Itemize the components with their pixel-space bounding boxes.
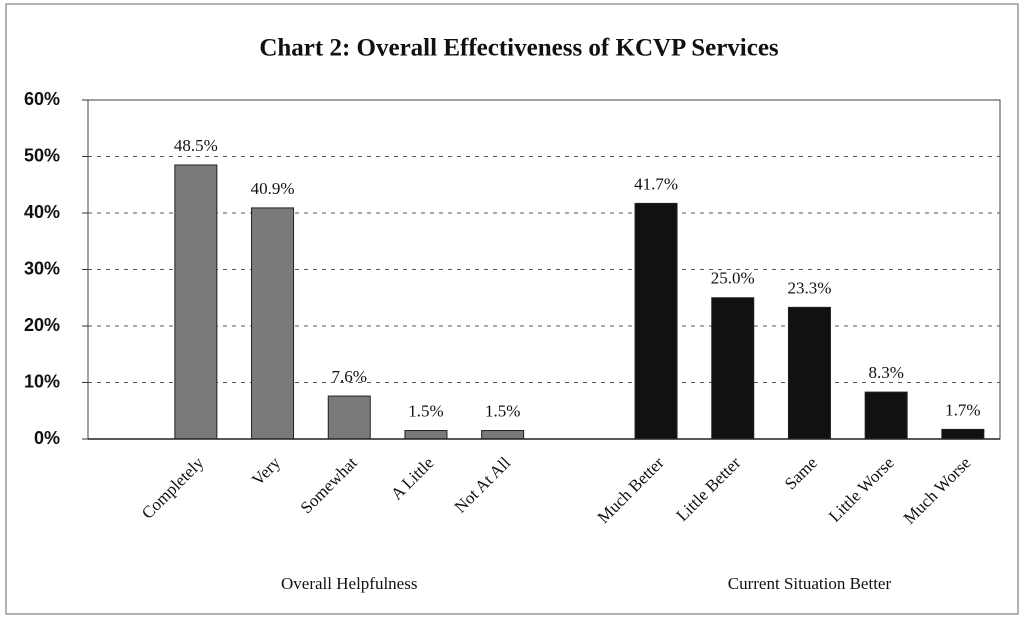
y-tick-label: 20% — [24, 315, 60, 335]
x-tick-label: A Little — [387, 453, 438, 504]
value-label: 7.6% — [332, 367, 367, 386]
bar — [327, 395, 371, 440]
bar — [634, 202, 678, 440]
x-tick-label: Little Better — [672, 453, 744, 525]
value-label: 1.7% — [945, 400, 980, 419]
x-tick-label: Little Worse — [825, 453, 898, 526]
y-tick-label: 50% — [24, 145, 60, 165]
bar — [787, 306, 831, 440]
y-tick-label: 40% — [24, 202, 60, 222]
chart-title: Chart 2: Overall Effectiveness of KCVP S… — [259, 35, 779, 62]
value-label: 25.0% — [711, 269, 755, 288]
bar — [481, 430, 525, 440]
x-tick-label: Somewhat — [297, 453, 361, 517]
bar — [251, 207, 295, 440]
group-label: Current Situation Better — [728, 574, 892, 593]
y-tick-label: 30% — [24, 258, 60, 278]
bar — [864, 391, 908, 440]
value-label: 23.3% — [787, 278, 831, 297]
x-tick-label: Much Worse — [900, 453, 975, 528]
frame — [5, 3, 1019, 615]
value-label: 1.5% — [485, 401, 520, 420]
value-label: 1.5% — [408, 401, 443, 420]
x-tick-label: Completely — [138, 453, 208, 523]
bar — [711, 297, 755, 440]
value-label: 8.3% — [868, 363, 903, 382]
value-label: 40.9% — [251, 179, 295, 198]
group-label: Overall Helpfulness — [281, 574, 417, 593]
bar — [174, 164, 218, 440]
x-tick-label: Not At All — [451, 453, 515, 517]
x-tick-label: Very — [248, 453, 284, 489]
y-tick-label: 0% — [34, 428, 60, 448]
bar — [941, 428, 985, 440]
x-tick-label: Same — [781, 453, 821, 493]
y-tick-label: 60% — [24, 89, 60, 109]
value-label: 48.5% — [174, 136, 218, 155]
x-tick-label: Much Better — [594, 453, 668, 527]
y-tick-label: 10% — [24, 371, 60, 391]
value-label: 41.7% — [634, 174, 678, 193]
bar — [404, 430, 448, 440]
